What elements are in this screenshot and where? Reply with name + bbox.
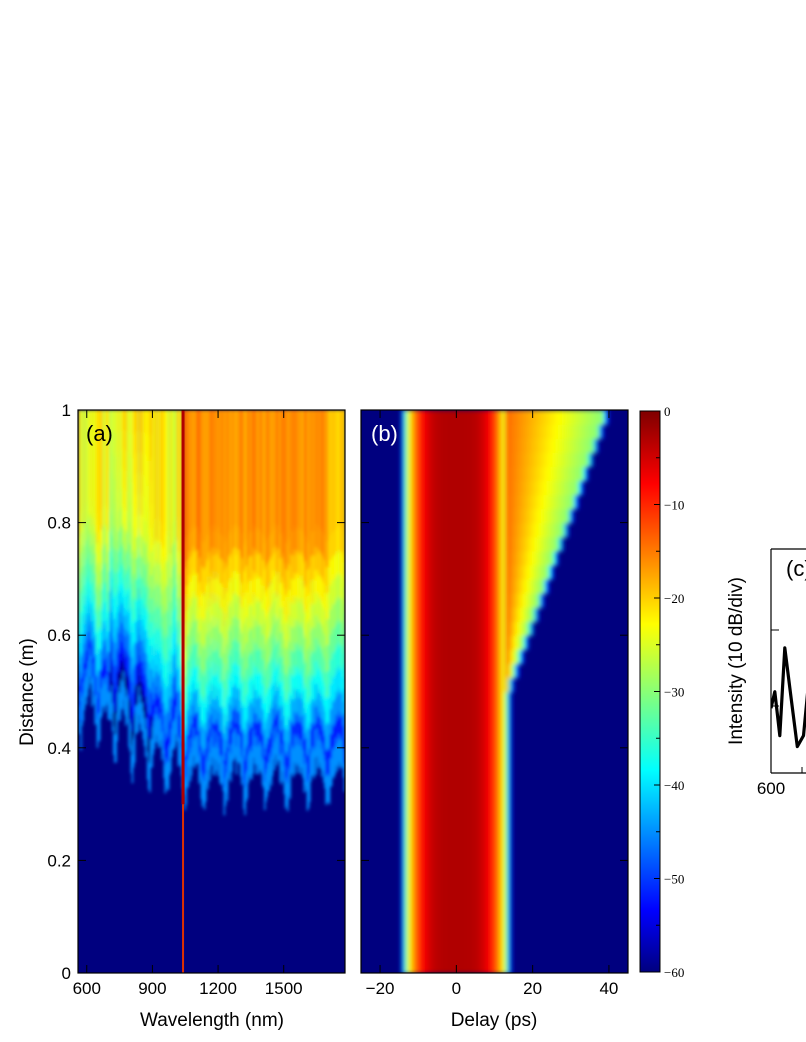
- panel-c: (c) 600 Intensity (10 dB/div): [726, 548, 806, 798]
- panel-c-background: [771, 549, 806, 773]
- panel-a-y-tick-label: 0.8: [47, 514, 71, 533]
- panel-b-y-ticks: [361, 409, 628, 974]
- panel-c-y-axis-title: Intensity (10 dB/div): [726, 577, 747, 745]
- panel-b-spectrogram: [399, 410, 609, 973]
- panel-a-frame: [77, 409, 346, 974]
- colorbar-tick-label: −20: [664, 591, 684, 606]
- panel-c-label: (c): [786, 556, 806, 581]
- panel-a-x-axis-title: Wavelength (nm): [140, 1010, 284, 1031]
- panel-a-x-tick-label: 1500: [265, 979, 303, 998]
- colorbar-ticks: 0 −10 −20 −30 −40 −50 −60: [654, 404, 684, 980]
- panel-a-y-axis-title: Distance (m): [17, 638, 38, 746]
- panel-b-x-tick-label: 20: [523, 979, 542, 998]
- panel-c-y-ticks: [771, 629, 803, 773]
- colorbar-tick-label: −30: [664, 685, 684, 700]
- panel-c-spectrum-line: [771, 646, 806, 749]
- panel-a-x-tick-label: 1200: [199, 979, 237, 998]
- panel-a-y-tick-label: 1: [62, 401, 71, 420]
- panel-b-x-axis-title: Delay (ps): [451, 1010, 538, 1031]
- panel-b-x-tick-label: 0: [452, 979, 461, 998]
- panel-b-label: (b): [371, 421, 398, 446]
- panel-a-y-tick-label: 0.6: [47, 626, 71, 645]
- panel-a: 600 900 1200 1500 0 0.2 0.4 0.6 0.8 1 (a) Wavele…: [17, 401, 346, 1031]
- panel-a-y-tick-label: 0.4: [47, 739, 71, 758]
- colorbar-tick-label: 0: [664, 404, 671, 419]
- panel-a-label: (a): [86, 421, 113, 446]
- colorbar-tick-label: −60: [664, 965, 684, 980]
- panel-b-x-ticks: −20 0 20 40: [366, 410, 618, 998]
- colorbar: 0 −10 −20 −30 −40 −50 −60: [639, 404, 684, 980]
- colorbar-tick-label: −10: [664, 498, 684, 513]
- panel-b-x-tick-label: 40: [599, 979, 618, 998]
- colorbar-tick-label: −50: [664, 872, 684, 887]
- panel-a-y-tick-label: 0: [62, 964, 71, 983]
- panel-a-x-tick-label: 600: [73, 979, 101, 998]
- colorbar-tick-label: −40: [664, 778, 684, 793]
- panel-a-x-ticks: 600 900 1200 1500: [73, 410, 303, 998]
- panel-b-frame: [360, 409, 629, 974]
- panel-b-x-tick-label: −20: [366, 979, 395, 998]
- panel-c-x-tick-label: 600: [757, 779, 785, 798]
- panel-b: −20 0 20 40 (b) Delay (ps): [360, 409, 629, 1031]
- panel-a-y-ticks: 0 0.2 0.4 0.6 0.8 1: [47, 401, 345, 983]
- panel-a-x-tick-label: 900: [138, 979, 166, 998]
- panel-a-y-tick-label: 0.2: [47, 851, 71, 870]
